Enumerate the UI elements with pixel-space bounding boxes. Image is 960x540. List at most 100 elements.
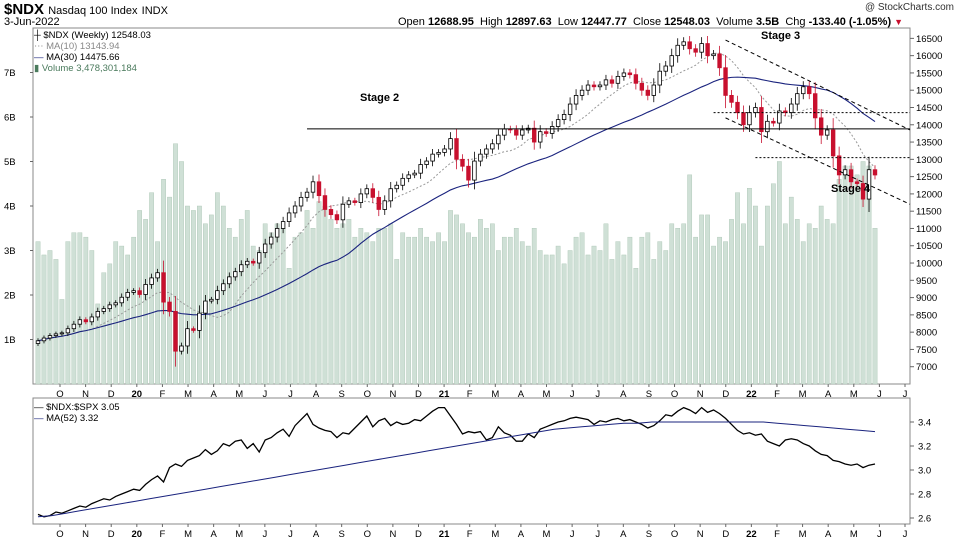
price-x-label: M [184,389,192,400]
candle-body [627,72,633,76]
volume-bar [711,245,716,385]
volume-tick-label: 5B [4,157,16,168]
candle-body [561,114,567,120]
volume-bar [262,223,268,385]
candle-body [47,335,53,339]
candle-body [872,169,878,176]
legend-ratio-text: $NDX:$SPX 3.05 [46,402,120,413]
price-x-label: J [288,389,293,400]
volume-bar [501,236,507,385]
candle-body [209,298,214,302]
ratio-x-label: J [570,529,575,540]
volume-bar [490,223,495,385]
volume-bar [418,228,423,385]
candle-body [143,284,148,295]
ratio-x-label: O [671,529,678,540]
candle-body [125,292,130,298]
ratio-tick-label: 2.8 [918,490,931,501]
volume-bar [818,205,824,385]
volume-tick-label: 1B [4,335,16,346]
candle-body [304,191,310,198]
ratio-x-label: 22 [746,529,757,540]
volume-bar [250,245,256,385]
price-x-label: N [697,389,704,400]
candle-body [442,148,447,153]
volume-value: 3.5B [755,16,780,28]
volume-bar [663,250,669,385]
candle-body [603,79,609,86]
ratio-x-label: A [620,529,627,540]
candle-body [747,112,752,126]
volume-bar [579,232,585,385]
ratio-x-label: O [56,529,63,540]
candle-body [818,117,824,136]
volume-bar [854,174,860,385]
candle-body [262,243,268,254]
volume-bar [95,303,101,385]
candle-body [173,311,178,352]
candle-body [824,129,830,136]
stage4-label: Stage 4 [831,183,871,195]
ohlc-readout: Open 12688.95 High 12897.63 Low 12447.77… [398,16,903,28]
volume-bar [609,259,615,385]
price-tick-label: 7500 [916,345,937,356]
ratio-tick-label: 2.6 [918,514,931,525]
candle-body [155,272,160,279]
stage2-label: Stage 2 [360,92,399,104]
candle-body [687,41,692,50]
open-value: 12688.95 [427,16,474,28]
volume-bar [687,174,693,385]
price-tick-label: 15500 [916,68,942,79]
candle-body [639,82,645,91]
volume-tick-label: 6B [4,113,16,124]
candle-body [107,304,112,310]
upper-trend-line [725,39,911,131]
candle-body [406,174,411,179]
volume-bar [256,250,262,385]
candle-body [268,236,274,245]
volume-bar [232,236,238,385]
volume-bar [274,223,280,385]
volume-bar [394,259,400,385]
candle-body [532,127,537,143]
candle-body [59,332,65,335]
candle-body [759,107,764,133]
price-x-label: D [108,389,115,400]
price-x-label: D [722,389,729,400]
copyright[interactable]: @ StockCharts.com [864,2,954,13]
volume-bar [699,214,704,385]
candle-body [430,153,435,162]
price-tick-label: 9000 [916,293,937,304]
volume-bar [388,223,394,385]
candle-body [699,43,704,53]
ratio-x-label: M [235,529,243,540]
candle-body [478,153,483,162]
candle-body [286,212,292,222]
candle-body [460,158,465,167]
price-x-label: M [799,389,807,400]
candle-body [101,308,106,312]
volume-bar [484,228,489,385]
ratio-x-label: 21 [439,529,450,540]
candle-body [645,89,651,96]
candle-body [579,89,585,96]
volume-bar [525,245,531,385]
legend-ratio: — $NDX:$SPX 3.05 [34,402,120,413]
candle-body [502,128,507,136]
volume-bar [723,241,728,385]
volume-bar [788,196,794,385]
volume-bar [244,210,250,385]
price-tick-label: 10000 [916,259,942,270]
line-icon: — [34,402,44,413]
volume-bar [346,219,352,385]
candle-body [735,101,740,114]
volume-bar [681,223,687,385]
volume-bar [65,241,71,385]
volume-bar [436,232,441,385]
ratio-x-label: N [389,529,396,540]
volume-bar [454,214,459,385]
candle-body [448,138,453,150]
candle-body [615,75,621,84]
candle-body [496,134,501,145]
candle-body [298,196,304,207]
